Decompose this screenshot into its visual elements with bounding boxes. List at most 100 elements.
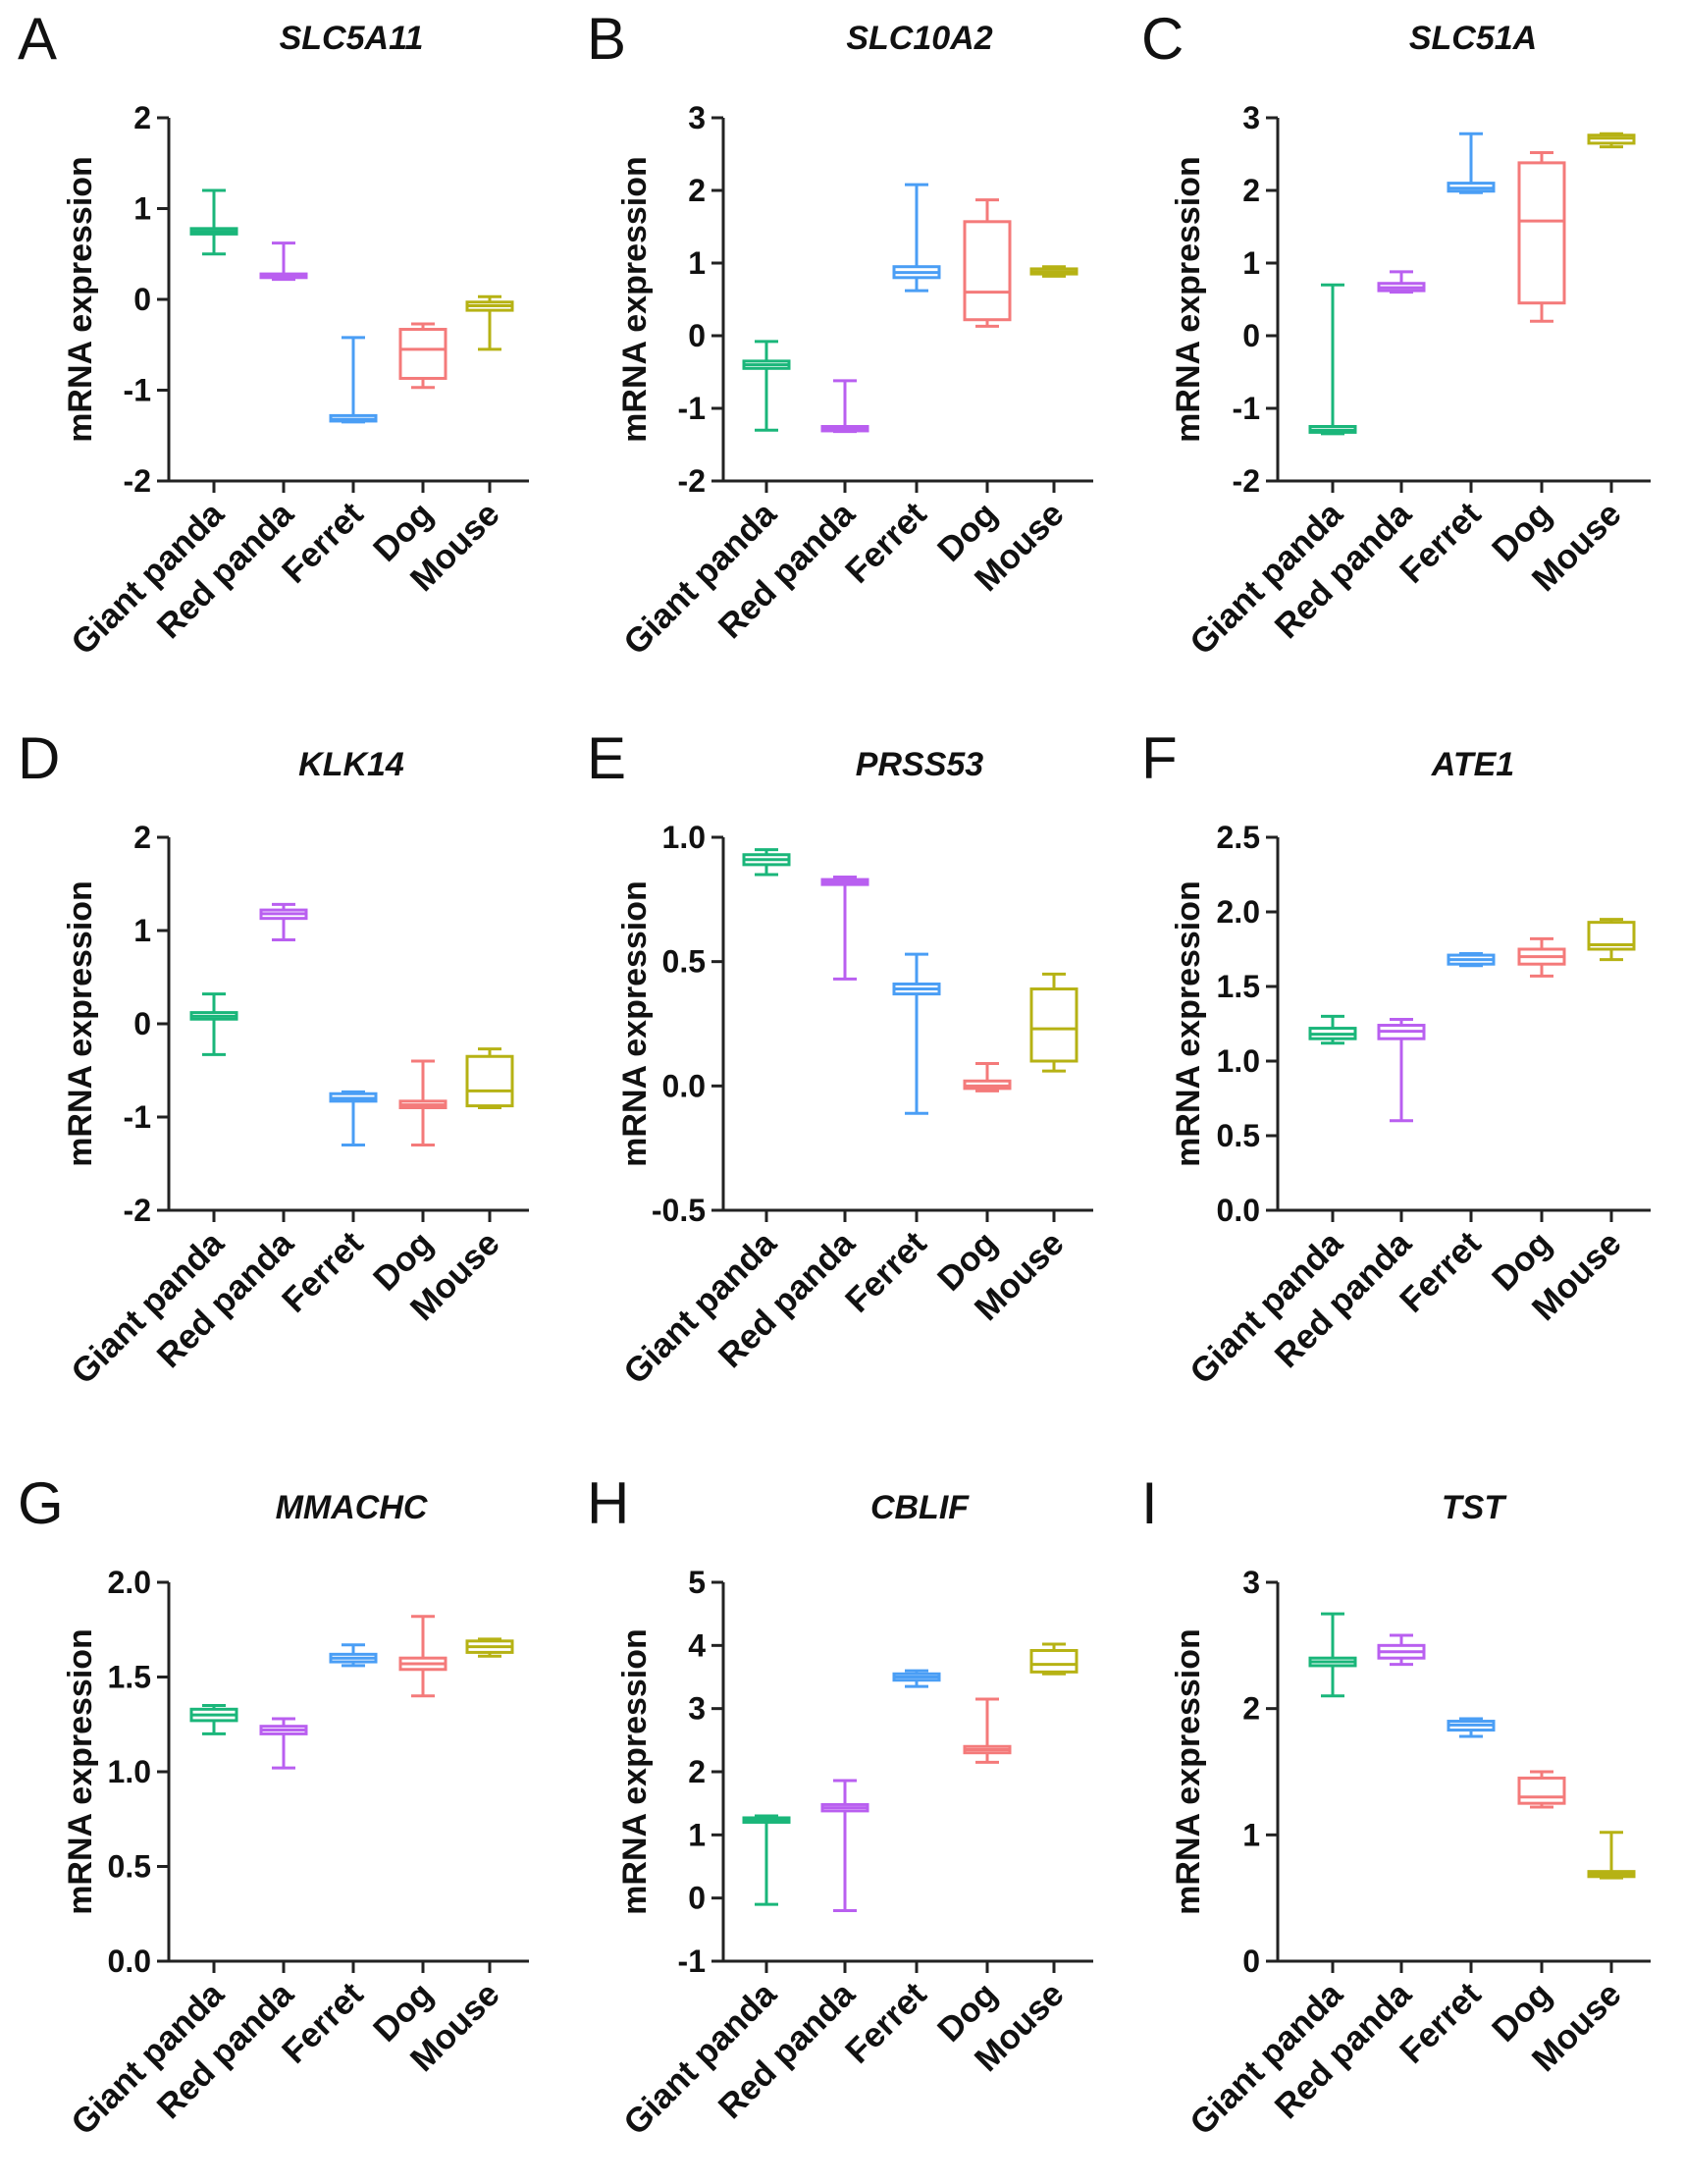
- panel-letter: B: [587, 6, 626, 72]
- panel-letter: E: [587, 725, 626, 791]
- y-tick-label: -1: [678, 1944, 706, 1979]
- y-tick-label: 0: [133, 1006, 151, 1041]
- y-tick-label: -0.5: [652, 1193, 706, 1228]
- y-tick-label: 0.0: [662, 1068, 706, 1103]
- y-tick-label: 2: [688, 1754, 706, 1789]
- category-label: Ferret: [1393, 1224, 1489, 1320]
- panel-letter: I: [1141, 1470, 1158, 1536]
- y-tick-label: 0: [688, 1881, 706, 1916]
- y-tick-label: 0.0: [108, 1944, 151, 1979]
- box-dog: [398, 328, 447, 380]
- y-tick-label: 2: [133, 820, 151, 855]
- y-axis-label: mRNA expression: [62, 1628, 99, 1915]
- category-label: Ferret: [1393, 1975, 1489, 2071]
- y-tick-label: -1: [124, 1099, 151, 1135]
- y-tick-label: 0: [1242, 1944, 1260, 1979]
- category-label: Ferret: [275, 495, 371, 591]
- y-tick-label: 2: [1242, 1691, 1260, 1727]
- y-axis-label: mRNA expression: [616, 156, 654, 443]
- gene-title: SLC51A: [1409, 20, 1537, 57]
- y-axis-label: mRNA expression: [616, 880, 654, 1167]
- y-tick-label: 1: [133, 913, 151, 948]
- panel-letter: F: [1141, 725, 1178, 791]
- panel-letter: A: [18, 6, 57, 72]
- category-label: Ferret: [275, 1975, 371, 2071]
- box-mouse: [1029, 1648, 1079, 1674]
- y-tick-label: 1: [1242, 245, 1260, 281]
- y-axis-label: mRNA expression: [62, 156, 99, 443]
- y-tick-label: 0.5: [662, 944, 706, 980]
- y-tick-label: 1: [688, 1817, 706, 1852]
- y-tick-label: -2: [1233, 463, 1260, 499]
- y-tick-label: -2: [124, 463, 151, 499]
- y-tick-label: 0: [688, 318, 706, 353]
- box-mouse: [465, 1054, 514, 1108]
- y-tick-label: -1: [1233, 391, 1260, 426]
- y-tick-label: 1.0: [662, 820, 706, 855]
- box-mouse: [1587, 921, 1636, 951]
- y-tick-label: -2: [124, 1193, 151, 1228]
- box-dog: [1517, 161, 1566, 305]
- y-tick-label: -1: [124, 373, 151, 408]
- y-tick-label: 4: [688, 1627, 706, 1663]
- y-tick-label: -2: [678, 463, 706, 499]
- panel-letter: D: [18, 725, 60, 791]
- y-tick-label: 1.5: [108, 1660, 151, 1695]
- y-tick-label: 5: [688, 1565, 706, 1600]
- y-tick-label: 3: [1242, 100, 1260, 135]
- y-tick-label: 1.5: [1217, 969, 1260, 1004]
- y-tick-label: 0: [133, 282, 151, 317]
- panel-letter: H: [587, 1470, 629, 1536]
- y-tick-label: 3: [688, 1691, 706, 1727]
- gene-title: ATE1: [1431, 746, 1514, 783]
- category-label: Ferret: [838, 1224, 934, 1320]
- y-tick-label: 1: [1242, 1817, 1260, 1852]
- y-tick-label: 2.0: [108, 1565, 151, 1600]
- category-label: Ferret: [838, 495, 934, 591]
- gene-title: SLC10A2: [846, 20, 992, 57]
- y-tick-label: 2.0: [1217, 894, 1260, 930]
- y-tick-label: 2: [688, 173, 706, 208]
- y-tick-label: 2.5: [1217, 820, 1260, 855]
- y-tick-label: 2: [133, 100, 151, 135]
- y-tick-label: 1.0: [108, 1754, 151, 1789]
- y-axis-label: mRNA expression: [1170, 1628, 1207, 1915]
- panel-letter: C: [1141, 6, 1184, 72]
- gene-title: PRSS53: [856, 746, 983, 783]
- y-tick-label: 1.0: [1217, 1043, 1260, 1079]
- y-axis-label: mRNA expression: [1170, 156, 1207, 443]
- y-axis-label: mRNA expression: [1170, 880, 1207, 1167]
- gene-title: MMACHC: [276, 1489, 428, 1526]
- category-label: Ferret: [275, 1224, 371, 1320]
- y-tick-label: 1: [688, 245, 706, 281]
- gene-title: TST: [1442, 1489, 1507, 1526]
- gene-title: KLK14: [298, 746, 404, 783]
- y-tick-label: 0.5: [108, 1849, 151, 1885]
- box-mouse: [1029, 987, 1079, 1063]
- y-axis-label: mRNA expression: [62, 880, 99, 1167]
- box-dog: [963, 220, 1012, 322]
- category-label: Ferret: [1393, 495, 1489, 591]
- y-tick-label: 0.0: [1217, 1193, 1260, 1228]
- y-tick-label: 3: [688, 100, 706, 135]
- y-axis-label: mRNA expression: [616, 1628, 654, 1915]
- y-tick-label: -1: [678, 391, 706, 426]
- gene-title: CBLIF: [870, 1489, 970, 1526]
- y-tick-label: 1: [133, 191, 151, 227]
- panel-letter: G: [18, 1470, 64, 1536]
- category-label: Ferret: [838, 1975, 934, 2071]
- box-dog: [1517, 1776, 1566, 1805]
- gene-title: SLC5A11: [280, 20, 424, 57]
- y-tick-label: 2: [1242, 173, 1260, 208]
- y-tick-label: 3: [1242, 1565, 1260, 1600]
